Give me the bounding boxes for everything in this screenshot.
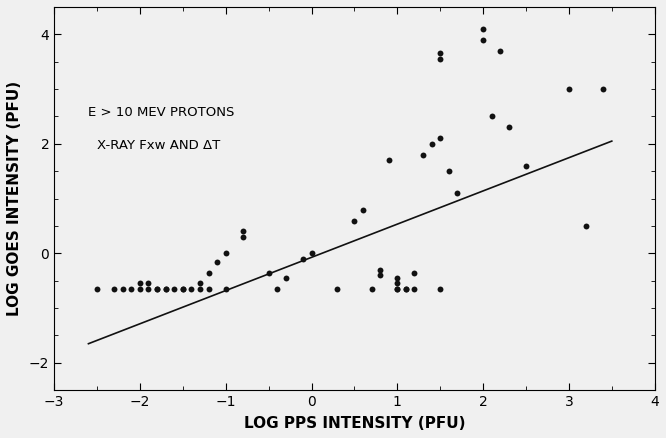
Point xyxy=(400,286,411,293)
Point xyxy=(238,228,248,235)
Point xyxy=(366,286,377,293)
Point xyxy=(203,286,214,293)
Point xyxy=(161,286,171,293)
Point xyxy=(392,286,403,293)
Point xyxy=(220,250,231,257)
Point xyxy=(392,275,403,282)
Point xyxy=(306,250,317,257)
Point xyxy=(503,124,514,131)
Point xyxy=(194,286,205,293)
Point xyxy=(375,266,386,273)
Point xyxy=(92,286,103,293)
Point xyxy=(280,275,291,282)
Point xyxy=(375,272,386,279)
Point xyxy=(186,286,196,293)
Point xyxy=(143,280,154,287)
Point xyxy=(384,157,394,164)
Point xyxy=(392,286,403,293)
Point xyxy=(143,286,154,293)
Point xyxy=(298,255,308,262)
Point xyxy=(212,258,222,265)
Point xyxy=(598,85,609,92)
Point xyxy=(409,269,420,276)
Point xyxy=(263,269,274,276)
Point xyxy=(358,206,368,213)
Point xyxy=(161,286,171,293)
Point xyxy=(521,162,531,169)
Point xyxy=(177,286,188,293)
X-axis label: LOG PPS INTENSITY (PFU): LOG PPS INTENSITY (PFU) xyxy=(244,416,465,431)
Point xyxy=(109,286,119,293)
Point xyxy=(238,233,248,240)
Y-axis label: LOG GOES INTENSITY (PFU): LOG GOES INTENSITY (PFU) xyxy=(7,81,22,316)
Point xyxy=(400,286,411,293)
Point xyxy=(135,280,145,287)
Point xyxy=(152,286,163,293)
Text: E > 10 MEV PROTONS: E > 10 MEV PROTONS xyxy=(89,106,235,120)
Point xyxy=(418,151,428,158)
Point xyxy=(478,25,488,32)
Point xyxy=(169,286,180,293)
Point xyxy=(581,223,591,230)
Point xyxy=(177,286,188,293)
Point xyxy=(203,269,214,276)
Point xyxy=(135,286,145,293)
Point xyxy=(126,286,137,293)
Point xyxy=(152,286,163,293)
Point xyxy=(486,113,497,120)
Point xyxy=(435,56,446,63)
Point xyxy=(563,85,574,92)
Point xyxy=(392,280,403,287)
Point xyxy=(272,286,282,293)
Point xyxy=(435,50,446,57)
Point xyxy=(349,217,360,224)
Point xyxy=(478,36,488,43)
Point xyxy=(194,280,205,287)
Point xyxy=(426,140,437,147)
Point xyxy=(220,286,231,293)
Point xyxy=(495,47,505,54)
Point xyxy=(444,168,454,175)
Point xyxy=(435,286,446,293)
Point xyxy=(332,286,342,293)
Text: X-RAY Fxw AND ΔT: X-RAY Fxw AND ΔT xyxy=(97,139,220,152)
Point xyxy=(117,286,128,293)
Point xyxy=(452,190,463,197)
Point xyxy=(435,135,446,142)
Point xyxy=(409,286,420,293)
